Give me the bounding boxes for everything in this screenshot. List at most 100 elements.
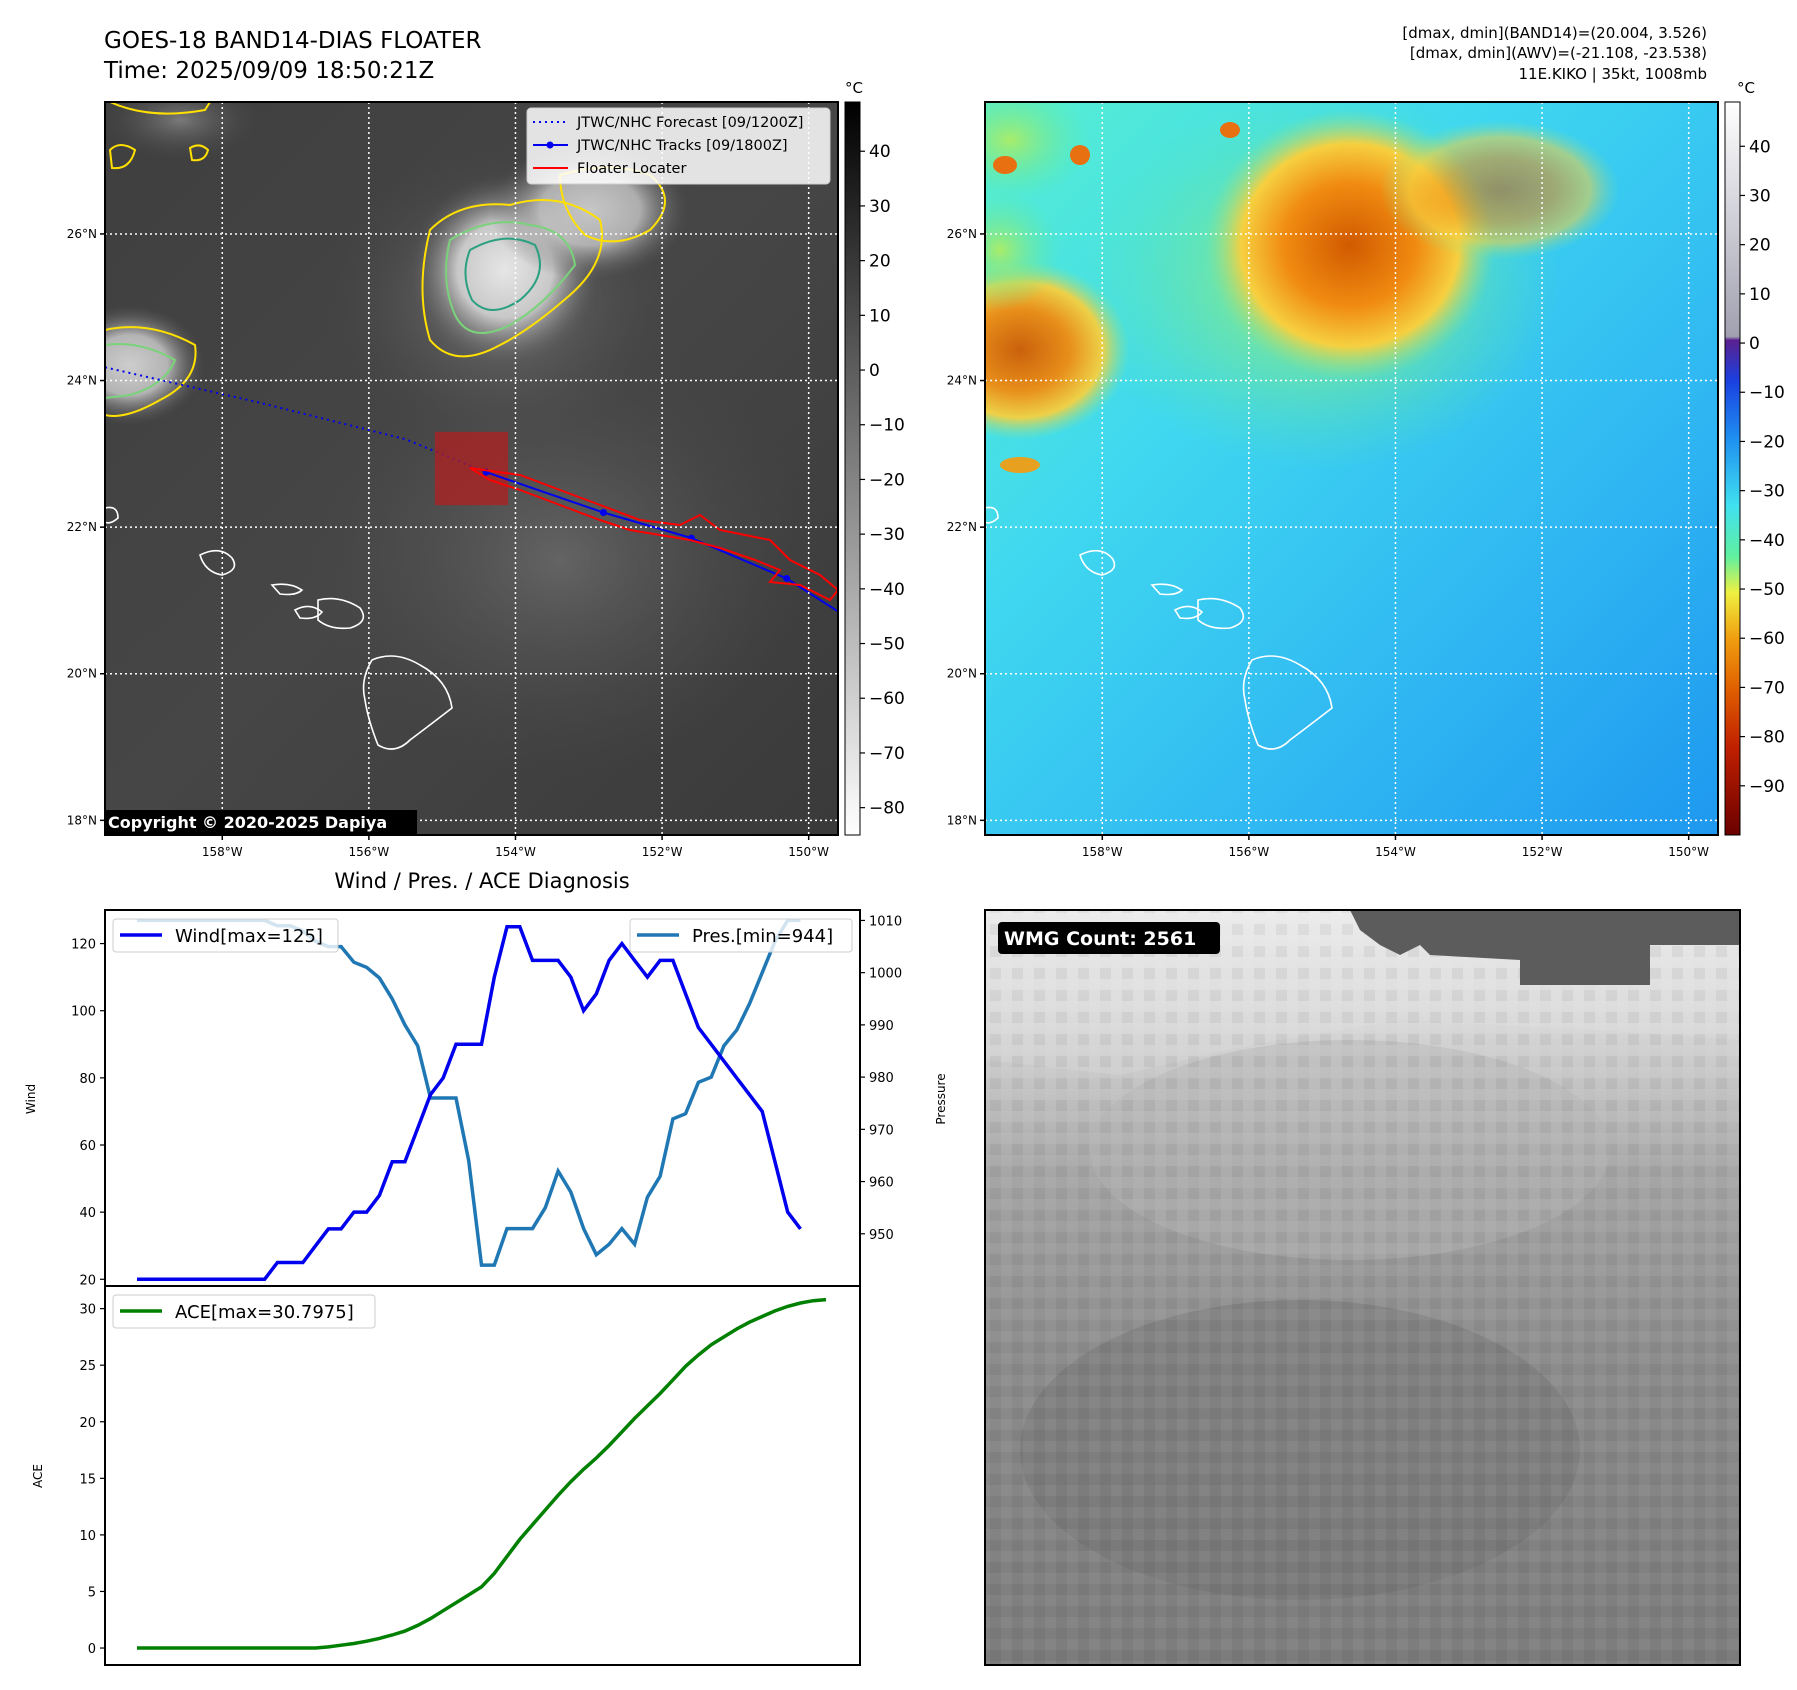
awv-lon-label: 150°W — [1668, 845, 1709, 859]
colorbar-tick-label: 40 — [869, 142, 891, 162]
ir-lon-label: 156°W — [348, 845, 389, 859]
colorbar-tick-label: −10 — [869, 416, 905, 436]
ir-contour-yellow — [421, 199, 603, 358]
colorbar-tick-label: −60 — [869, 689, 905, 709]
wmg-count-label: WMG Count: 2561 — [1004, 928, 1196, 950]
wind-tick-label: 40 — [79, 1206, 96, 1221]
ir-lon-label: 154°W — [495, 845, 536, 859]
colorbar-tick-label: −30 — [869, 525, 905, 545]
colorbar-tick-label: −40 — [1749, 531, 1785, 551]
ir-lat-label: 20°N — [67, 667, 97, 681]
ace-tick-label: 30 — [79, 1303, 96, 1318]
wind-legend: Wind[max=125] — [112, 918, 339, 953]
ir-lat-label: 26°N — [67, 227, 97, 241]
wind-axis-label: Wind — [24, 1084, 38, 1114]
colorbar-tick-label: −70 — [869, 744, 905, 764]
observed-track-point — [599, 508, 607, 516]
awv-lat-label: 18°N — [947, 813, 977, 827]
ace-tick-label: 20 — [79, 1416, 96, 1431]
pressure-tick-label: 980 — [869, 1071, 894, 1086]
colorbar-tick-label: 10 — [1749, 285, 1771, 305]
wmg-panel: WMG Count: 2561 — [984, 909, 1741, 1666]
info-storm: 11E.KIKO | 35kt, 1008mb — [1518, 65, 1707, 83]
ir-colorbar: °C 40 30 20 10 0 −10 −20 −30 −40 −50 −60 −70 −80 — [844, 79, 905, 836]
wind-tick-label: 100 — [71, 1005, 96, 1020]
wind-pressure-chart: Wind / Pres. / ACE Diagnosis 20 40 60 80 100… — [24, 869, 948, 1288]
ace-tick-label: 25 — [79, 1359, 96, 1374]
ir-lat-label: 24°N — [67, 374, 97, 388]
ace-tick-label: 15 — [79, 1472, 96, 1487]
awv-lat-label: 26°N — [947, 227, 977, 241]
ir-lon-label: 150°W — [788, 845, 829, 859]
colorbar-tick-label: −50 — [869, 635, 905, 655]
awv-colorbar: °C 40 30 20 10 0 −10 −20 −30 −40 −50 −60 −70 −80 −90 — [1724, 79, 1785, 836]
colorbar-tick-label: 30 — [869, 197, 891, 217]
wind-tick-label: 80 — [79, 1072, 96, 1087]
info-awv: [dmax, dmin](AWV)=(-21.108, -23.538) — [1409, 44, 1707, 62]
awv-colorbar-unit: °C — [1737, 79, 1755, 97]
awv-map: 26°N 24°N 22°N 20°N 18°N 158°W 156°W 154°W 152°W… — [947, 101, 1719, 859]
colorbar-tick-label: −80 — [1749, 728, 1785, 748]
copyright-text: Copyright © 2020-2025 Dapiya — [108, 813, 387, 832]
ace-legend: ACE[max=30.7975] — [112, 1294, 376, 1329]
pressure-axis-label: Pressure — [934, 1073, 948, 1124]
ir-colorbar-unit: °C — [845, 79, 863, 97]
pressure-tick-label: 1000 — [869, 967, 902, 982]
wind-tick-label: 60 — [79, 1139, 96, 1154]
colorbar-tick-label: −30 — [1749, 482, 1785, 502]
colorbar-tick-label: −70 — [1749, 678, 1785, 698]
colorbar-tick-label: −80 — [869, 799, 905, 819]
colorbar-tick-label: −90 — [1749, 777, 1785, 797]
pressure-tick-label: 970 — [869, 1123, 894, 1138]
ace-axis-label: ACE — [31, 1464, 45, 1488]
pressure-legend: Pres.[min=944] — [629, 918, 853, 953]
diagnosis-title: Wind / Pres. / ACE Diagnosis — [334, 869, 629, 893]
colorbar-tick-label: 0 — [1749, 334, 1760, 354]
colorbar-tick-label: −40 — [869, 580, 905, 600]
colorbar-tick-label: 40 — [1749, 137, 1771, 157]
forecast-track-line — [105, 366, 487, 474]
awv-lon-label: 158°W — [1082, 845, 1123, 859]
colorbar-tick-label: −10 — [1749, 383, 1785, 403]
ir-map: 26°N 24°N 22°N 20°N 18°N 158°W 156°W 154°W 152°W… — [67, 101, 839, 859]
ir-lat-label: 18°N — [67, 813, 97, 827]
ace-tick-label: 10 — [79, 1529, 96, 1544]
ace-chart: 0 5 10 15 20 25 30 ACE ACE[max=30.7975] — [31, 1285, 861, 1666]
pressure-legend-label: Pres.[min=944] — [692, 926, 833, 947]
pressure-tick-label: 950 — [869, 1228, 894, 1243]
wind-tick-label: 20 — [79, 1273, 96, 1288]
ace-series-line — [137, 1297, 827, 1650]
awv-lat-label: 20°N — [947, 667, 977, 681]
colorbar-tick-label: 10 — [869, 306, 891, 326]
colorbar-tick-label: 0 — [869, 361, 880, 381]
wind-legend-label: Wind[max=125] — [175, 926, 323, 947]
pressure-tick-label: 960 — [869, 1176, 894, 1191]
wmg-count-badge — [998, 922, 1220, 954]
ir-islands — [105, 506, 453, 750]
wind-series-line — [137, 925, 802, 1282]
colorbar-tick-label: 20 — [869, 252, 891, 272]
legend-tracks-label: JTWC/NHC Tracks [09/1800Z] — [576, 138, 788, 154]
colorbar-tick-label: 30 — [1749, 186, 1771, 206]
map-legend: JTWC/NHC Forecast [09/1200Z] JTWC/NHC Tr… — [526, 107, 831, 185]
ir-lon-label: 158°W — [202, 845, 243, 859]
awv-lon-label: 152°W — [1522, 845, 1563, 859]
ace-tick-label: 0 — [88, 1642, 96, 1657]
figure-title: GOES-18 BAND14-DIAS FLOATER — [104, 28, 482, 54]
colorbar-tick-label: −50 — [1749, 580, 1785, 600]
awv-lat-label: 24°N — [947, 374, 977, 388]
observed-track-point — [783, 574, 791, 582]
ace-legend-label: ACE[max=30.7975] — [175, 1302, 354, 1323]
awv-lon-label: 156°W — [1228, 845, 1269, 859]
colorbar-tick-label: 20 — [1749, 236, 1771, 256]
colorbar-tick-label: −20 — [869, 470, 905, 490]
ace-tick-label: 5 — [88, 1585, 96, 1600]
awv-lon-label: 154°W — [1375, 845, 1416, 859]
awv-islands — [985, 506, 1333, 750]
colorbar-tick-label: −60 — [1749, 629, 1785, 649]
ir-lat-label: 22°N — [67, 520, 97, 534]
legend-locater-label: Floater Locater — [577, 161, 686, 177]
pressure-tick-label: 990 — [869, 1019, 894, 1034]
wmg-dark-region — [1350, 910, 1740, 985]
